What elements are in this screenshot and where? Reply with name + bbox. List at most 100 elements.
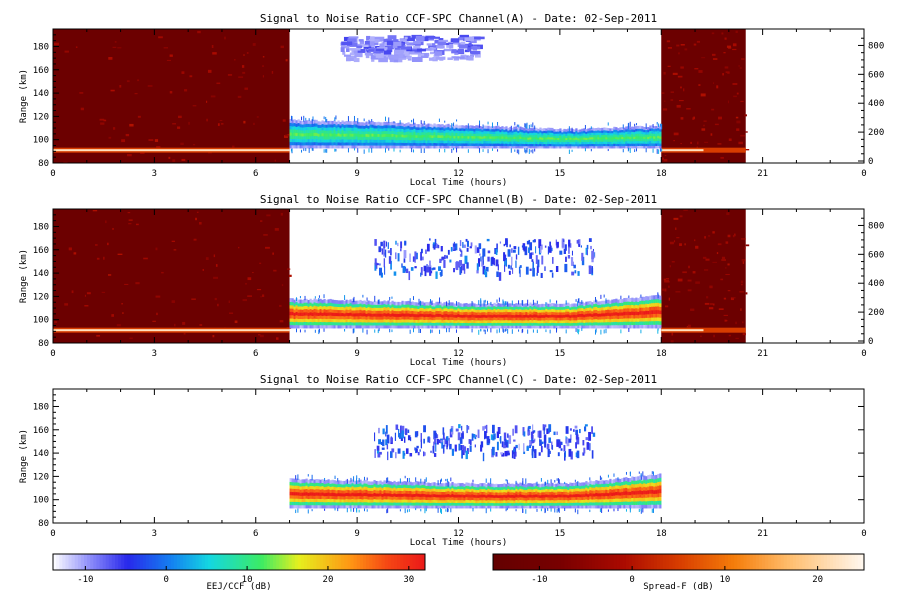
- eej-cell: [537, 139, 540, 143]
- eej-cell: [403, 310, 406, 314]
- eej-cell: [471, 313, 474, 318]
- eej-cell: [295, 491, 298, 496]
- eej-cell: [291, 132, 294, 136]
- eej-cell: [309, 123, 312, 128]
- eej-cell: [313, 132, 316, 136]
- eej-cell: [463, 306, 466, 310]
- eej-cell: [551, 311, 554, 315]
- eej-cell: [633, 324, 636, 329]
- eej-fringe: [487, 121, 489, 125]
- upper-echo: [528, 247, 530, 253]
- eej-cell: [425, 316, 428, 320]
- eej-cell: [509, 316, 512, 321]
- eej-cell: [645, 320, 648, 325]
- eej-cell: [659, 317, 662, 322]
- eej-cell: [465, 142, 468, 146]
- eej-cell: [375, 321, 378, 326]
- eej-cell: [335, 483, 338, 488]
- eej-cell: [589, 303, 592, 308]
- eej-cell: [459, 325, 462, 329]
- eej-cell: [401, 321, 404, 326]
- eej-cell: [381, 145, 384, 149]
- eej-cell: [569, 312, 572, 316]
- eej-fringe: [590, 126, 592, 130]
- eej-cell: [631, 297, 634, 302]
- eej-cell: [333, 135, 336, 140]
- eej-cell: [319, 127, 322, 131]
- eej-cell: [583, 139, 586, 142]
- eej-cell: [623, 304, 626, 309]
- eej-cell: [623, 132, 626, 135]
- eej-cell: [657, 135, 660, 139]
- eej-cell: [525, 316, 528, 321]
- eej-cell: [645, 299, 648, 304]
- spread-f-speckle: [705, 258, 710, 261]
- eej-cell: [353, 141, 356, 146]
- eej-cell: [417, 319, 420, 323]
- eej-cell: [523, 134, 526, 138]
- eej-cell: [571, 141, 574, 145]
- eej-cell: [643, 133, 646, 137]
- eej-cell: [385, 127, 388, 132]
- eej-cell: [501, 140, 504, 144]
- eej-cell: [539, 306, 542, 311]
- spread-f-speckle: [680, 43, 685, 46]
- eej-cell: [463, 128, 466, 132]
- eej-cell: [479, 130, 482, 134]
- eej-cell: [633, 304, 636, 309]
- eej-cell: [327, 302, 330, 307]
- eej-cell: [575, 139, 578, 142]
- eej-cell: [345, 492, 348, 496]
- eej-cell: [521, 134, 524, 137]
- eej-cell: [431, 132, 434, 136]
- eej-cell: [637, 125, 640, 129]
- spread-f-speckle: [698, 84, 701, 86]
- eej-cell: [441, 137, 444, 141]
- x-tick-label: 12: [453, 169, 464, 179]
- eej-cell: [565, 325, 568, 329]
- eej-cell: [581, 301, 584, 306]
- eej-cell: [385, 136, 388, 140]
- eej-fringe: [393, 148, 395, 152]
- eej-cell: [629, 324, 632, 329]
- eej-cell: [553, 306, 556, 310]
- eej-cell: [457, 324, 460, 329]
- eej-cell: [519, 319, 522, 323]
- spread-f-speckle: [242, 71, 246, 74]
- eej-fringe: [504, 329, 506, 332]
- eej-cell: [567, 316, 570, 321]
- eej-cell: [331, 324, 334, 329]
- eej-cell: [561, 141, 564, 145]
- eej-cell: [369, 312, 372, 317]
- eej-cell: [343, 142, 346, 146]
- eej-cell: [445, 142, 448, 146]
- spread-f-speckle: [271, 71, 274, 74]
- eej-cell: [435, 124, 438, 128]
- eej-cell: [471, 137, 474, 142]
- eej-fringe: [371, 119, 373, 122]
- eej-cell: [473, 311, 476, 315]
- eej-cell: [459, 311, 462, 315]
- upper-echo: [495, 259, 499, 267]
- eej-cell: [375, 304, 378, 308]
- eej-cell: [297, 299, 300, 304]
- eej-cell: [625, 307, 628, 312]
- eej-fringe: [384, 116, 386, 121]
- eej-cell: [393, 121, 396, 126]
- eej-cell: [373, 318, 376, 323]
- eej-cell: [395, 301, 398, 306]
- eej-cell: [591, 322, 594, 326]
- upper-echo: [437, 244, 440, 249]
- eej-cell: [521, 127, 524, 131]
- y2-tick-label: 800: [868, 41, 884, 51]
- eej-cell: [337, 138, 340, 143]
- eej-cell: [589, 300, 592, 305]
- eej-cell: [347, 124, 350, 128]
- eej-cell: [535, 305, 538, 310]
- eej-fringe: [584, 124, 586, 130]
- eej-cell: [619, 138, 622, 142]
- eej-cell: [471, 308, 474, 312]
- eej-cell: [465, 308, 468, 312]
- eej-cell: [513, 322, 516, 326]
- eej-cell: [429, 131, 432, 136]
